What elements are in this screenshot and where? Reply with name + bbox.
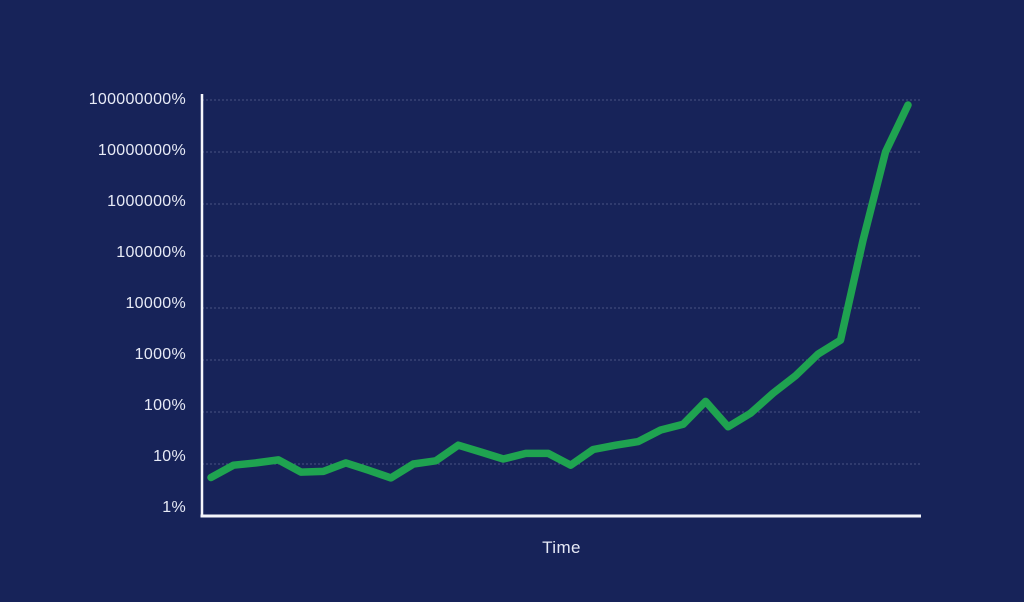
y-tick-label: 10%	[153, 448, 186, 465]
x-axis-label: Time	[542, 538, 581, 557]
y-tick-label: 100000000%	[88, 91, 186, 108]
y-tick-label: 10000000%	[97, 142, 186, 159]
y-tick-label: 1000000%	[107, 193, 186, 210]
y-tick-label: 1%	[162, 499, 186, 516]
y-tick-label: 1000%	[134, 346, 186, 363]
y-tick-label: 100%	[143, 397, 186, 414]
y-tick-label: 100000%	[116, 244, 186, 261]
y-tick-label: 10000%	[125, 295, 186, 312]
data-line	[207, 101, 912, 482]
